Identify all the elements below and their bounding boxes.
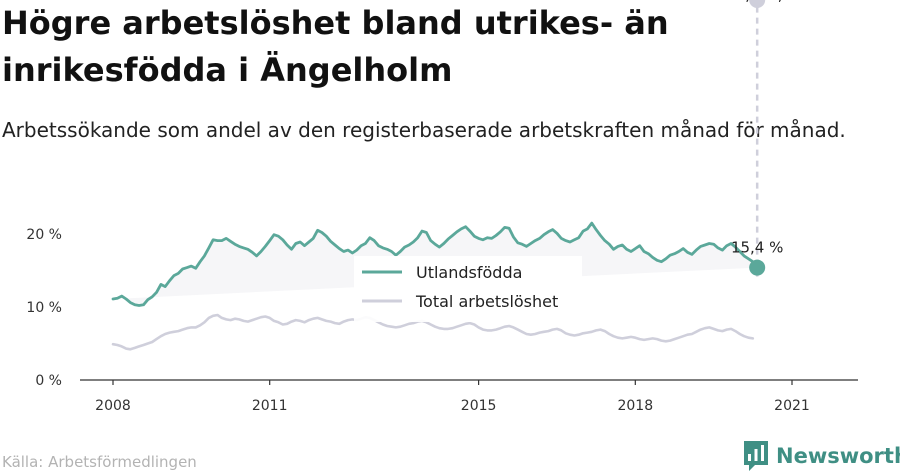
last-value-label-foreign: 15,4 %: [731, 239, 783, 257]
series-line-foreign: [111, 221, 759, 307]
x-tick-label: 2011: [252, 398, 288, 414]
gap-value-label: 9,7 %: [768, 0, 811, 4]
source-label: Källa: Arbetsförmedlingen: [2, 453, 197, 471]
last-point-foreign: [749, 259, 766, 276]
chart-title: Högre arbetslöshet bland utrikes- än inr…: [2, 4, 669, 89]
x-tick-label: 2021: [774, 398, 810, 414]
legend-label-total: Total arbetslöshet: [415, 292, 558, 311]
brand-logo[interactable]: Newsworthy: [744, 440, 900, 472]
legend-box: [354, 256, 582, 322]
chart-subtitle: Arbetssökande som andel av den registerb…: [2, 118, 846, 142]
y-tick-label: 0 %: [35, 373, 62, 389]
y-tick-label: 20 %: [26, 227, 62, 243]
legend-label-foreign: Utlandsfödda: [416, 263, 522, 282]
x-tick-label: 2008: [95, 398, 131, 414]
last-point-total: [749, 0, 766, 8]
x-tick-label: 2018: [617, 398, 653, 414]
last-value-label-total: 5,7 %: [736, 0, 779, 4]
x-tick-label: 2015: [461, 398, 497, 414]
brand-name: Newsworthy: [776, 444, 900, 468]
newsworthy-logo-icon: [744, 441, 768, 471]
y-tick-label: 10 %: [26, 300, 62, 316]
series-line-total: [111, 313, 755, 351]
